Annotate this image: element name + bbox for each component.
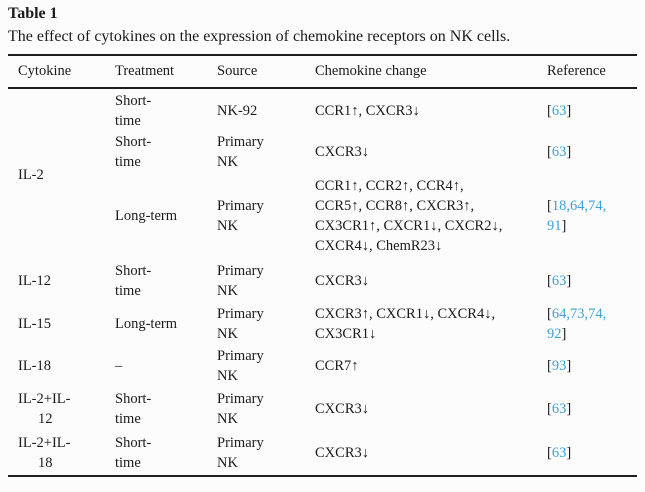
cell-reference: [63]: [537, 260, 637, 302]
citation-link[interactable]: 63: [551, 400, 567, 417]
citation-link[interactable]: 64: [551, 306, 567, 322]
citation-link[interactable]: 74: [588, 198, 603, 214]
reference-line: 91]: [547, 218, 567, 234]
col-header-treatment: Treatment: [105, 55, 207, 89]
reference-line: 92]: [547, 326, 567, 342]
cell-cytokine: IL-18: [18, 358, 52, 374]
cell-chemokine-change: CCR1↑, CXCR3↓: [315, 102, 420, 119]
cell-chemokine-change: CXCR3↓: [315, 273, 369, 289]
citation-link[interactable]: 74: [588, 306, 603, 322]
cell-source: Primary NK: [217, 306, 264, 342]
cell-treatment: Long-term: [115, 208, 178, 224]
cell-source: Primary NK: [217, 263, 264, 299]
reference-line: [93]: [547, 358, 572, 374]
cell-cytokine: IL-2: [18, 166, 44, 183]
citation-link[interactable]: 73: [569, 306, 585, 322]
table-header: Cytokine Treatment Source Chemokine chan…: [8, 55, 637, 89]
cell-reference: [64,73,74, 92]: [537, 302, 637, 346]
cell-treatment: Short- time: [115, 134, 152, 170]
citation-separator: ,: [566, 306, 570, 322]
header-row: Cytokine Treatment Source Chemokine chan…: [8, 55, 637, 89]
citation-link[interactable]: 64: [569, 198, 585, 214]
cell-chemokine-change: CCR1↑, CCR2↑, CCR4↑, CCR5↑, CCR8↑, CXCR3…: [315, 178, 503, 254]
citation-link[interactable]: 63: [551, 102, 567, 119]
reference-line: [64,73,74,: [547, 306, 607, 322]
cell-chemokine-change: CXCR3↓: [315, 445, 369, 461]
table-label: Table 1: [8, 5, 58, 22]
table-row: IL-18 – Primary NK CCR7↑ [93]: [8, 346, 637, 386]
citation-separator: ,: [566, 198, 570, 214]
cell-reference: [18,64,74, 91]: [537, 172, 637, 260]
reference-line: [63]: [547, 102, 572, 119]
cell-reference: [63]: [537, 386, 637, 431]
table-row: IL-2+IL- 12 Short- time Primary NK CXCR3…: [8, 386, 637, 431]
cell-source: Primary NK: [217, 198, 264, 234]
cytokine-chemokine-table: Cytokine Treatment Source Chemokine chan…: [8, 54, 637, 477]
cell-chemokine-change: CXCR3↓: [315, 144, 369, 160]
reference-line: [63]: [547, 144, 572, 160]
cell-treatment: Short- time: [115, 92, 152, 129]
citation-link[interactable]: 63: [551, 445, 567, 461]
citation-link[interactable]: 91: [547, 218, 562, 234]
cell-reference: [63]: [537, 431, 637, 476]
cell-treatment: Short- time: [115, 263, 152, 299]
cell-source: Primary NK: [217, 390, 264, 427]
table-row: Long-term Primary NK CCR1↑, CCR2↑, CCR4↑…: [8, 172, 637, 260]
cell-treatment: –: [115, 358, 123, 374]
cell-cytokine: IL-2+IL- 18: [18, 435, 71, 471]
cell-reference: [63]: [537, 132, 637, 172]
paper-table-figure: Table 1 The effect of cytokines on the e…: [8, 5, 637, 477]
cell-source: Primary NK: [217, 435, 264, 471]
col-header-chemokine-change: Chemokine change: [305, 55, 537, 89]
table-row: Short- time Primary NK CXCR3↓ [63]: [8, 132, 637, 172]
table-row: IL-15 Long-term Primary NK CXCR3↑, CXCR1…: [8, 302, 637, 346]
table-row: IL-2+IL- 18 Short- time Primary NK CXCR3…: [8, 431, 637, 476]
citation-separator: ,: [602, 198, 607, 214]
cell-chemokine-change: CCR7↑: [315, 358, 359, 374]
cell-chemokine-change: CXCR3↑, CXCR1↓, CXCR4↓, CX3CR1↓: [315, 306, 496, 342]
col-header-cytokine: Cytokine: [8, 55, 105, 89]
col-header-reference: Reference: [537, 55, 637, 89]
reference-line: [18,64,74,: [547, 198, 607, 214]
citation-link[interactable]: 63: [551, 273, 567, 289]
cell-source: Primary NK: [217, 348, 264, 384]
reference-line: [63]: [547, 273, 572, 289]
cell-treatment: Short- time: [115, 390, 152, 427]
citation-link[interactable]: 18: [551, 198, 567, 214]
cell-reference: [93]: [537, 346, 637, 386]
cell-cytokine: IL-12: [18, 273, 52, 289]
cell-reference: [63]: [537, 88, 637, 132]
cell-cytokine: IL-15: [18, 316, 52, 332]
citation-link[interactable]: 63: [551, 144, 567, 160]
col-header-source: Source: [207, 55, 305, 89]
reference-line: [63]: [547, 400, 572, 417]
citation-link[interactable]: 93: [551, 358, 567, 374]
citation-separator: ,: [602, 306, 607, 322]
cell-treatment: Short- time: [115, 435, 152, 471]
table-caption: The effect of cytokines on the expressio…: [8, 28, 511, 45]
cell-cytokine: IL-2+IL- 12: [18, 390, 71, 427]
citation-separator: ,: [584, 198, 589, 214]
reference-line: [63]: [547, 445, 572, 461]
citation-separator: ,: [584, 306, 589, 322]
cell-treatment: Long-term: [115, 316, 178, 332]
table-body: IL-2 Short- time NK-92 CCR1↑, CXCR3↓ [63…: [8, 88, 637, 476]
cell-source: Primary NK: [217, 134, 264, 170]
table-row: IL-2 Short- time NK-92 CCR1↑, CXCR3↓ [63…: [8, 88, 637, 183]
cell-chemokine-change: CXCR3↓: [315, 400, 369, 417]
citation-link[interactable]: 92: [547, 326, 562, 342]
cell-source: NK-92: [217, 102, 258, 119]
table-row: IL-12 Short- time Primary NK CXCR3↓ [63]: [8, 260, 637, 302]
